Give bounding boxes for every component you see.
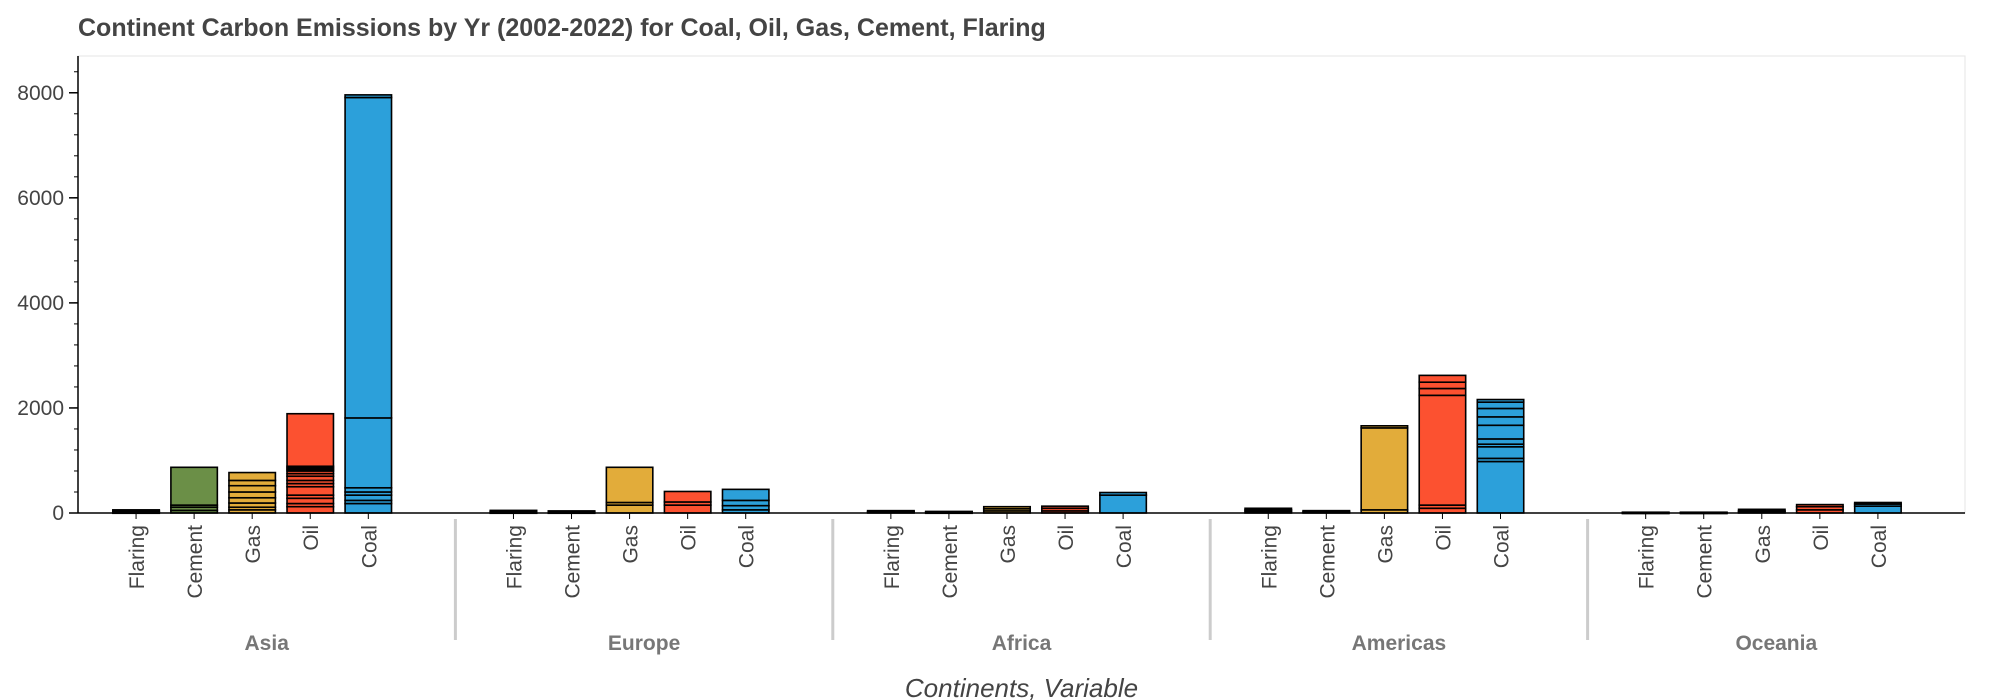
bar-segment-asia-coal [344,96,393,419]
y-tick-label: 6000 [17,187,64,210]
x-tick-label: Cement [1694,525,1717,599]
x-axis: Flaring Cement Gas Oil Coal Asia Flaring Cement… [78,512,1965,655]
bar-segment-asia-coal [344,94,393,99]
x-tick-label: Oil [1810,525,1833,551]
group-label-americas: Americas [1352,632,1447,655]
x-tick-label: Coal [1868,525,1891,568]
x-tick-label: Oil [1055,525,1078,551]
x-tick-label: Coal [736,525,759,568]
y-tick-label: 0 [52,502,64,525]
bar-segment-asia-coal [344,502,393,514]
x-tick-label: Flaring [881,525,904,589]
bar-segment-asia-oil [286,485,335,496]
bar-segment-americas-oil [1418,374,1467,384]
bar-segment-africa-flaring [866,509,915,513]
y-tick-label: 2000 [17,397,64,420]
x-tick-label: Flaring [503,525,526,589]
bar-segment-asia-coal [344,417,393,489]
x-tick-label: Flaring [1258,525,1281,589]
x-axis-title: Continents, Variable [905,673,1138,700]
y-tick-label: 4000 [17,292,64,315]
bars-layer [112,94,1902,515]
group-label-asia: Asia [245,632,290,655]
x-tick-label: Coal [1113,525,1136,568]
x-tick-label: Cement [939,525,962,599]
bar-segment-oceania-coal [1853,501,1902,505]
bar-segment-americas-coal [1476,401,1525,410]
x-tick-label: Oil [300,525,323,551]
bar-segment-europe-oil [663,504,712,514]
bar-segment-africa-gas [982,505,1032,510]
bar-segment-asia-cement [170,466,219,506]
bar-segment-africa-coal [1099,494,1148,514]
bar-segment-europe-flaring [489,509,538,512]
x-tick-label: Gas [1752,525,1775,564]
x-tick-label: Oil [1432,525,1455,551]
group-label-africa: Africa [992,632,1052,655]
bar-segment-africa-oil [1041,505,1090,510]
bar-segment-americas-oil [1418,394,1467,506]
bar-segment-americas-coal [1476,416,1525,427]
bar-segment-americas-oil [1418,381,1467,390]
bar-segment-asia-gas [228,471,277,482]
group-label-europe: Europe [608,632,680,655]
bar-segment-americas-cement [1302,509,1351,513]
x-tick-label: Gas [997,525,1020,564]
bar-segment-europe-gas [605,466,654,504]
bar-segment-asia-gas [228,491,277,499]
bar-segment-oceania-gas [1737,508,1786,512]
group-label-oceania: Oceania [1735,632,1817,655]
x-tick-label: Oil [678,525,701,551]
bar-segment-europe-oil [663,490,712,503]
bar-segment-asia-flaring [112,509,161,512]
bar-segment-africa-cement [924,510,973,514]
x-tick-label: Cement [1316,525,1339,599]
bar-segment-americas-flaring [1244,507,1293,511]
x-tick-label: Coal [358,525,381,568]
bar-segment-oceania-coal [1853,505,1902,514]
bar-segment-europe-gas [605,504,654,514]
x-tick-label: Flaring [1636,525,1659,589]
chart-title: Continent Carbon Emissions by Yr (2002-2… [78,14,1046,42]
y-axis: 0 2000 4000 6000 8000 [17,56,79,525]
bar-segment-europe-cement [547,510,596,513]
bar-segment-africa-coal [1099,491,1148,496]
bar-segment-oceania-oil [1795,503,1844,508]
x-tick-label: Cement [184,525,207,599]
x-tick-label: Gas [620,525,643,564]
x-tick-label: Gas [1374,525,1397,564]
bar-segment-americas-coal [1476,398,1525,403]
bar-segment-asia-oil [286,505,335,514]
bar-segment-americas-coal [1476,424,1525,440]
bar-segment-europe-coal [721,488,770,502]
bar-segment-americas-coal [1476,407,1525,418]
y-tick-label: 8000 [17,82,64,105]
x-tick-label: Flaring [126,525,149,589]
bar-segment-americas-gas [1360,425,1409,429]
x-tick-label: Gas [242,525,265,564]
bar-segment-asia-gas [228,484,277,493]
bar-segment-americas-gas [1360,427,1409,511]
bar-segment-americas-coal [1476,446,1525,460]
x-tick-label: Coal [1491,525,1514,568]
bar-segment-americas-oil [1418,387,1467,397]
bar-segment-asia-oil [286,412,335,468]
x-tick-label: Cement [562,525,585,599]
bar-segment-americas-coal [1476,460,1525,514]
